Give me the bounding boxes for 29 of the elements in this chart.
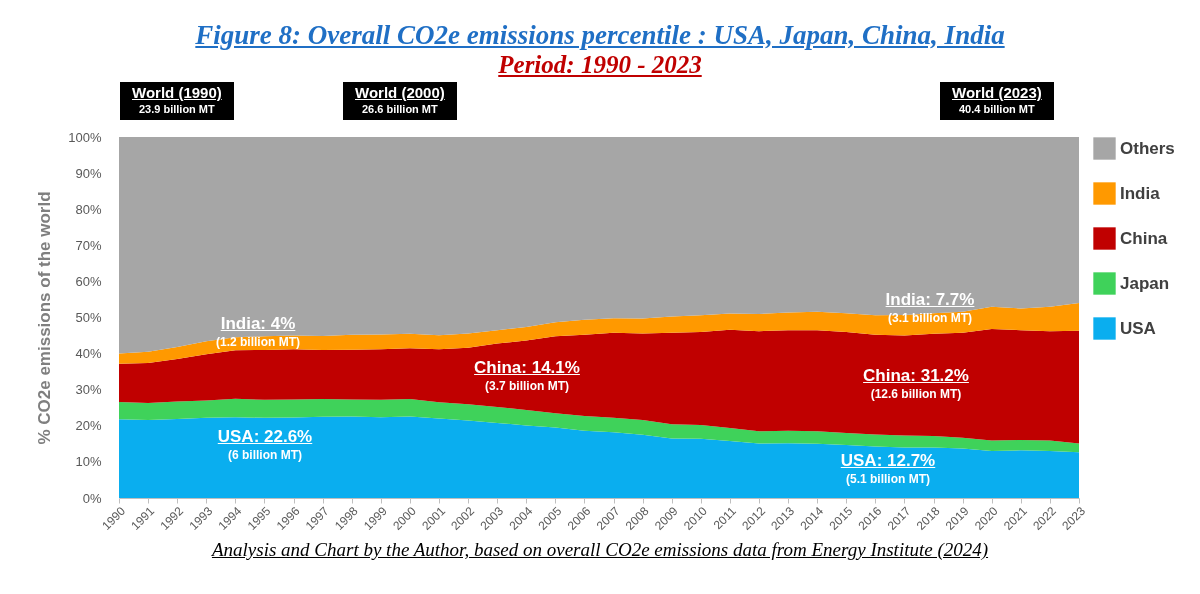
text: World (2023) 40.4 billion MT xyxy=(952,84,1042,117)
y-tick-label: 10% xyxy=(75,454,102,470)
y-tick-label: 100% xyxy=(68,129,102,145)
annotation: USA: 22.6% (6 billion MT) xyxy=(217,427,313,464)
y-tick-label: 30% xyxy=(75,382,102,398)
y-tick-label: 40% xyxy=(75,346,102,362)
y-tick-label: 80% xyxy=(75,201,102,217)
annotation: China: 14.1% (3.7 billion MT) xyxy=(474,358,580,395)
text: World (2000) 26.6 billion MT xyxy=(355,84,445,117)
text: World (1990) 23.9 billion MT xyxy=(132,84,222,117)
y-tick-label: 70% xyxy=(75,237,102,253)
y-tick-label: 60% xyxy=(75,273,102,289)
annotation: India: 7.7% (3.1 billion MT) xyxy=(885,290,975,327)
legend-label: USA xyxy=(1120,318,1156,338)
legend-label: Others xyxy=(1120,138,1175,158)
annotation: China: 31.2% (12.6 billion MT) xyxy=(863,366,969,403)
text: Analysis and Chart by the Author, based on overall CO2e emissions data from Energy Institute (2024) xyxy=(210,539,990,561)
annotation: India: 4% (1.2 billion MT) xyxy=(216,314,300,351)
legend-label: China xyxy=(1120,228,1168,248)
y-tick-label: 0% xyxy=(82,490,102,506)
y-tick-label: 20% xyxy=(75,418,102,434)
y-tick-label: 50% xyxy=(75,310,102,325)
chart-title: Figure 8: Overall CO2e emissions percentile : USA, Japan, China, India xyxy=(194,20,1006,50)
y-axis-title: % CO2e emissions of the world xyxy=(35,191,55,445)
legend-label: Japan xyxy=(1120,273,1170,293)
annotation: USA: 12.7% (5.1 billion MT) xyxy=(840,451,936,488)
chart-subtitle: Period: 1990 - 2023 xyxy=(497,50,703,80)
legend-label: India xyxy=(1120,183,1161,203)
y-tick-label: 90% xyxy=(75,165,102,181)
